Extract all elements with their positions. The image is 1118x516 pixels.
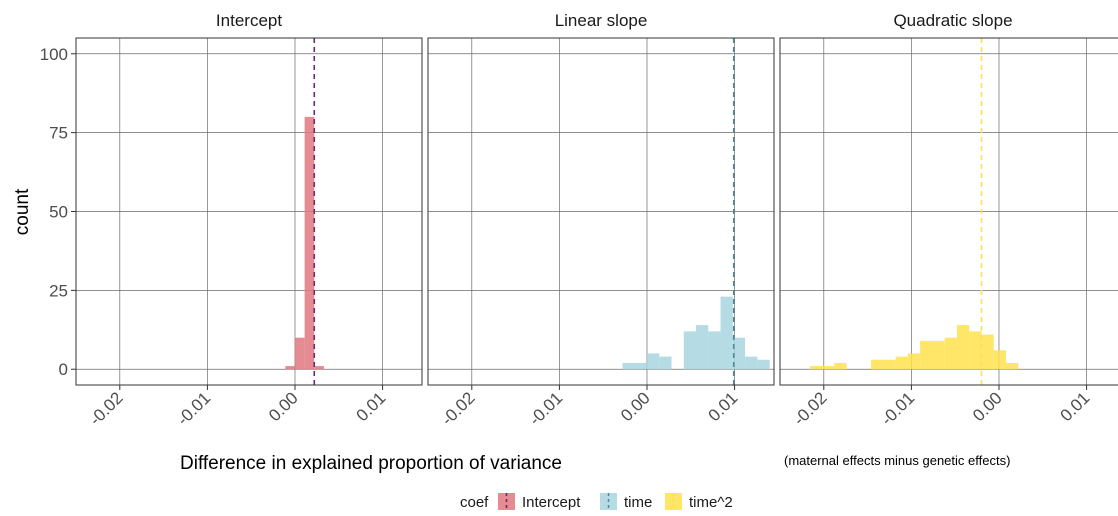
histogram-bar xyxy=(907,353,921,370)
histogram-bar xyxy=(895,356,908,370)
histogram-bar xyxy=(304,116,315,370)
histogram-bar xyxy=(696,325,709,370)
histogram-bar xyxy=(981,334,994,370)
y-tick-label: 50 xyxy=(49,203,68,222)
x-axis-label: Difference in explained proportion of va… xyxy=(180,453,562,474)
histogram-bar xyxy=(956,325,970,370)
x-tick-label: -0.02 xyxy=(790,388,831,429)
histogram-bar xyxy=(822,366,835,370)
panel-border xyxy=(427,37,775,386)
y-tick-label: 0 xyxy=(59,360,68,379)
x-tick-label: 0.00 xyxy=(617,388,654,425)
histogram-bar xyxy=(757,359,770,370)
histogram-bar xyxy=(871,359,884,370)
x-tick-label: -0.01 xyxy=(173,388,214,429)
y-axis-label: count xyxy=(12,188,33,235)
x-tick-label: -0.01 xyxy=(877,388,918,429)
histogram-bar xyxy=(683,331,697,370)
facet-panels: Intercept -0.02 -0.01 0.00 0.01 Linear slope -… xyxy=(75,11,1118,429)
x-tick-label: -0.02 xyxy=(86,388,127,429)
histogram-bar xyxy=(732,337,746,370)
x-tick-label: 0.00 xyxy=(969,388,1006,425)
facet-title: Linear slope xyxy=(555,11,648,30)
y-axis: 0 25 50 75 100 xyxy=(40,45,76,379)
histogram-bar xyxy=(809,366,823,370)
x-tick-label: 0.00 xyxy=(265,388,302,425)
histogram-bar xyxy=(969,331,982,370)
histogram-bar xyxy=(932,340,945,370)
histogram-bar xyxy=(294,337,305,370)
histogram-bar xyxy=(285,366,295,370)
histogram-bar xyxy=(634,362,647,370)
legend-label: Intercept xyxy=(522,494,581,511)
y-tick-label: 25 xyxy=(49,281,68,300)
legend-title: coef xyxy=(460,494,489,511)
x-axis-label-note: (maternal effects minus genetic effects) xyxy=(784,453,1010,468)
x-tick-label: -0.02 xyxy=(438,388,479,429)
histogram-bar xyxy=(314,366,324,370)
y-tick-label: 100 xyxy=(40,45,68,64)
x-tick-label: 0.01 xyxy=(353,388,390,425)
x-tick-label: 0.01 xyxy=(705,388,742,425)
histogram-bar xyxy=(659,356,672,370)
histogram-bar xyxy=(883,359,896,370)
histogram-bar xyxy=(944,337,957,370)
histogram-bar xyxy=(622,362,635,370)
histogram-bar xyxy=(646,353,660,370)
facet-time2: Quadratic slope -0.02 -0.01 0.00 0.01 xyxy=(779,11,1118,429)
histogram-bar xyxy=(745,356,758,370)
histogram-bar xyxy=(920,340,933,370)
legend: coef Intercept time time^2 xyxy=(460,493,733,511)
facet-time: Linear slope -0.02 -0.01 0.00 0.01 xyxy=(427,11,775,429)
x-tick-label: -0.01 xyxy=(525,388,566,429)
histogram-bar xyxy=(720,296,733,370)
panel-border xyxy=(779,37,1118,386)
x-tick-label: 0.01 xyxy=(1057,388,1094,425)
histogram-bar xyxy=(1005,362,1019,370)
facet-title: Quadratic slope xyxy=(893,11,1012,30)
legend-label: time xyxy=(624,494,652,511)
histogram-bar xyxy=(834,362,847,370)
facet-title: Intercept xyxy=(216,11,282,30)
legend-label: time^2 xyxy=(689,494,733,511)
facet-intercept: Intercept -0.02 -0.01 0.00 0.01 xyxy=(75,11,423,429)
histogram-bar xyxy=(708,331,721,370)
y-tick-label: 75 xyxy=(49,124,68,143)
histogram-bar xyxy=(993,350,1006,370)
